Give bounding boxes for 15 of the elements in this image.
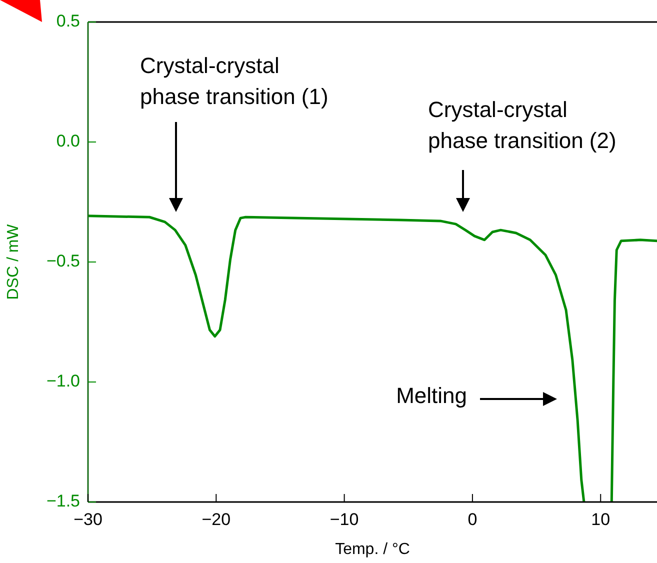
y-tick-label: −0.5 bbox=[46, 252, 80, 271]
y-tick-label: −1.0 bbox=[46, 372, 80, 391]
y-tick-label: −1.5 bbox=[46, 492, 80, 511]
x-tick-label: 10 bbox=[591, 510, 610, 529]
annotation: Crystal-crystal phase transition (1) bbox=[140, 53, 328, 110]
x-tick-label: 0 bbox=[468, 510, 478, 529]
y-tick-label: 0.5 bbox=[56, 12, 80, 31]
x-axis-title: Temp. / °C bbox=[335, 540, 410, 558]
y-tick-label: 0.0 bbox=[56, 132, 80, 151]
annotation: Crystal-crystal phase transition (2) bbox=[428, 97, 616, 154]
y-axis-title: DSC / mW bbox=[5, 223, 22, 300]
x-tick-label: −20 bbox=[202, 510, 231, 529]
x-tick-label: −10 bbox=[330, 510, 359, 529]
annotation: Melting bbox=[396, 383, 467, 408]
x-tick-label: −30 bbox=[74, 510, 102, 529]
